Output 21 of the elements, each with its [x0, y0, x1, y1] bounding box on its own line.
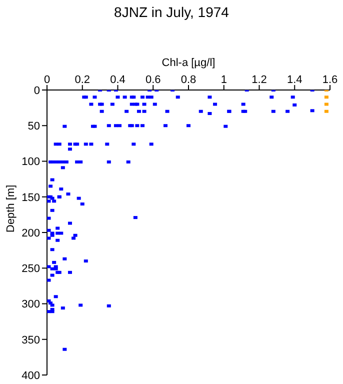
y-tick-label: 400 — [22, 370, 40, 382]
y-tick-label: 250 — [22, 263, 40, 276]
x-tick-label: 1.4 — [286, 74, 302, 86]
y-tick-label: 0 — [34, 84, 40, 97]
y-tick-label: 150 — [22, 192, 40, 204]
chart-title: 8JNZ in July, 1974 — [113, 4, 230, 20]
x-axis-title: Chl-a [µg/l] — [162, 56, 216, 69]
y-tick-label: 200 — [22, 227, 40, 240]
x-tick-label: 0 — [44, 74, 50, 86]
x-tick-label: 1 — [220, 74, 227, 86]
x-tick-label: 0.6 — [145, 74, 161, 86]
x-tick-label: 0.8 — [180, 74, 196, 86]
y-tick-label: 350 — [22, 334, 40, 346]
y-tick-label: 300 — [22, 298, 40, 311]
x-tick-label: 0.2 — [74, 74, 90, 86]
x-tick-label: 1.2 — [252, 74, 267, 86]
x-tick-label: 0.4 — [110, 74, 126, 86]
y-tick-label: 100 — [22, 156, 40, 168]
y-tick-label: 50 — [28, 120, 40, 133]
y-axis-title: Depth [m] — [4, 184, 17, 232]
x-tick-label: 1.6 — [322, 74, 338, 86]
